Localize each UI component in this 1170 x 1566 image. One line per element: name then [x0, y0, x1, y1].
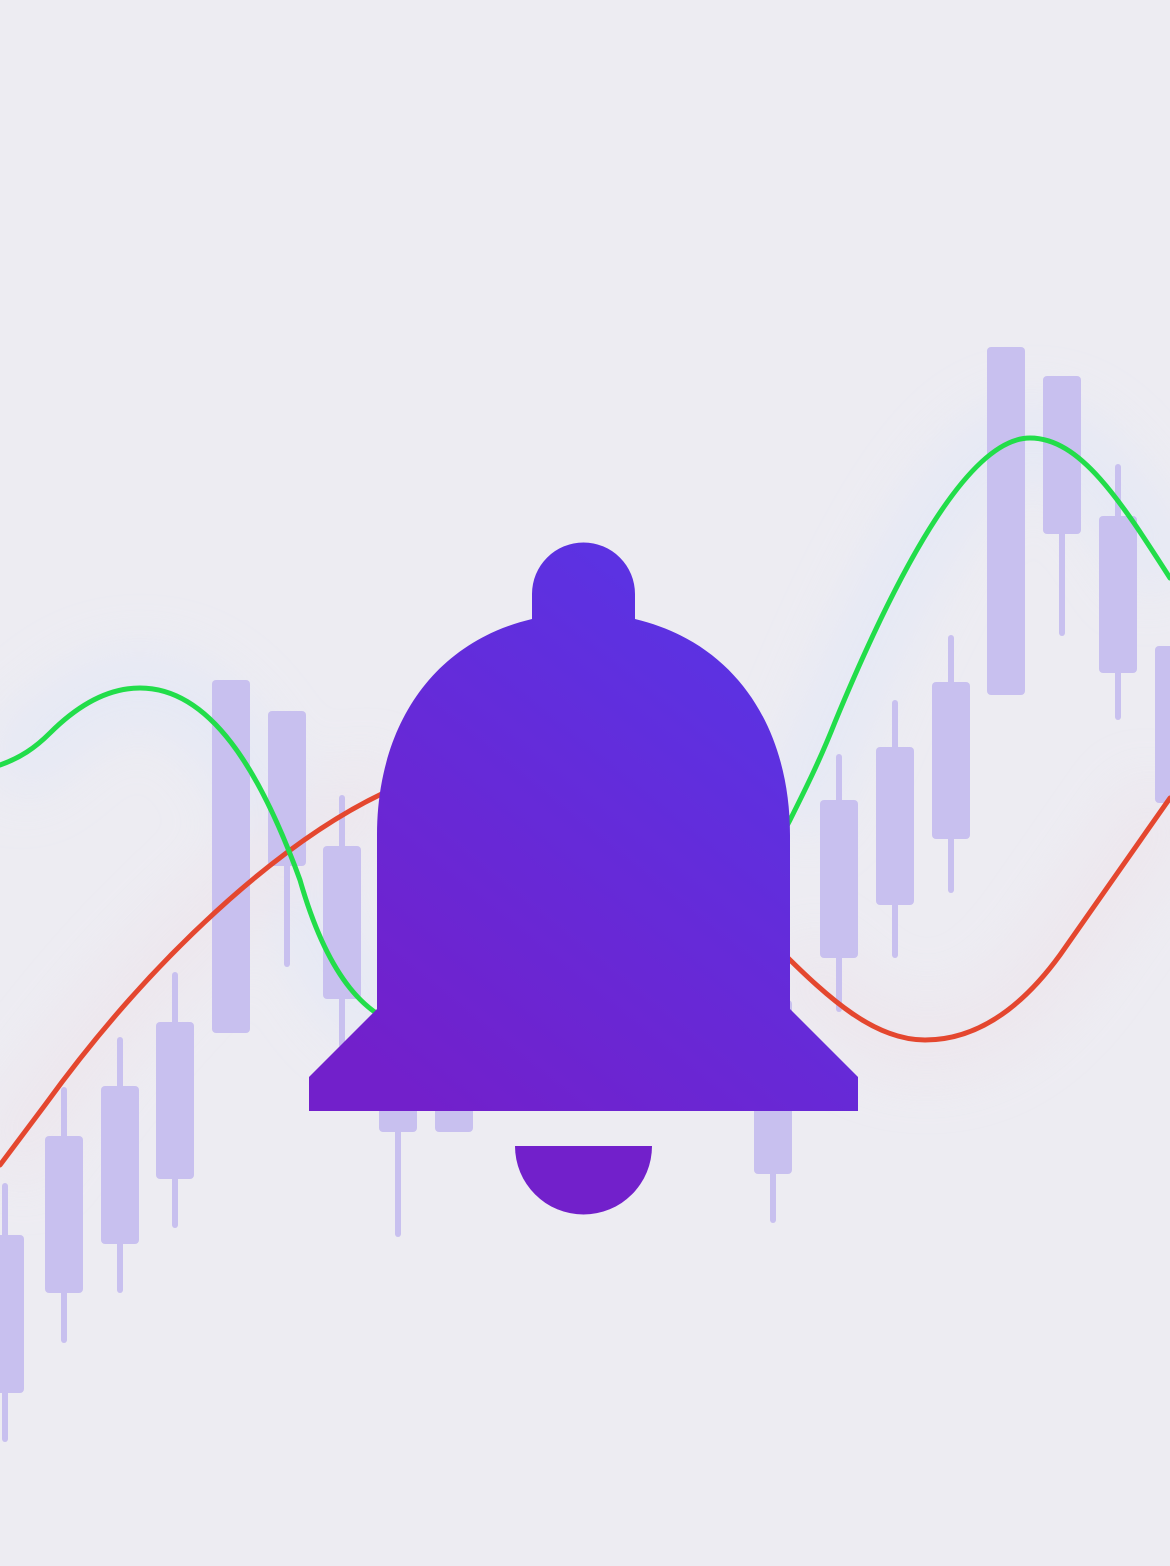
bell-clapper [515, 1146, 652, 1215]
candle [1043, 376, 1081, 636]
bell-icon [309, 542, 858, 1215]
candlestick-series [0, 347, 1170, 1442]
candle-body [987, 347, 1025, 695]
candle-body [1155, 646, 1170, 803]
candle [101, 1037, 139, 1293]
bell-body [309, 542, 858, 1111]
candle [212, 680, 250, 1033]
candle [1155, 646, 1170, 803]
candle [45, 1087, 83, 1343]
candle [987, 347, 1025, 695]
candle-body [1043, 376, 1081, 534]
candle-body [1099, 516, 1137, 673]
candle-body [101, 1086, 139, 1244]
candle-body [156, 1022, 194, 1179]
candle [156, 972, 194, 1228]
candle-body [932, 682, 970, 839]
candle-body [820, 800, 858, 958]
candle-body [0, 1235, 24, 1393]
candle [0, 1183, 24, 1442]
candle-body [212, 680, 250, 1033]
candle [876, 700, 914, 958]
candle [932, 635, 970, 893]
candle [820, 754, 858, 1012]
candle-body [876, 747, 914, 905]
candle [1099, 464, 1137, 720]
candle-body [45, 1136, 83, 1293]
